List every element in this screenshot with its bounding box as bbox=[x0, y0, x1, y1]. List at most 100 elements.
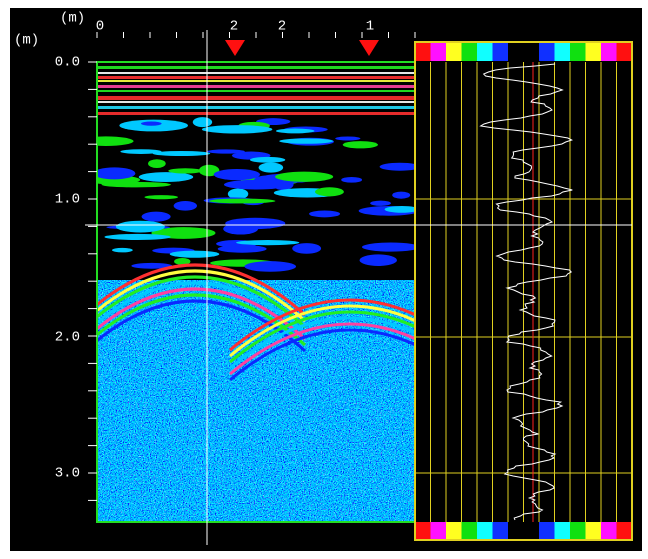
reflection-blob bbox=[115, 220, 165, 233]
reflection-blob bbox=[227, 188, 249, 200]
reflection-blob bbox=[168, 168, 203, 174]
reflection-blob bbox=[342, 141, 378, 149]
color-scale bbox=[446, 43, 462, 61]
hyperbola bbox=[229, 322, 414, 376]
depth-label: 1.0 bbox=[55, 192, 80, 208]
color-scale bbox=[461, 522, 477, 540]
reflection-blob bbox=[370, 200, 391, 206]
color-scale bbox=[461, 43, 477, 61]
color-scale bbox=[492, 522, 508, 540]
reflection-blob bbox=[217, 244, 267, 253]
hyperbola bbox=[98, 269, 307, 323]
color-scale bbox=[570, 522, 586, 540]
depth-label: 3.0 bbox=[55, 466, 80, 482]
color-scale bbox=[523, 522, 539, 540]
distance-label: 1 bbox=[366, 19, 374, 35]
color-scale bbox=[570, 43, 586, 61]
reflection-blob bbox=[174, 258, 191, 265]
reflection-blob bbox=[98, 167, 136, 180]
reflection-blob bbox=[249, 156, 286, 163]
color-scale bbox=[616, 43, 632, 61]
reflection-band bbox=[98, 96, 414, 100]
reflection-blob bbox=[279, 138, 334, 144]
reflection-blob bbox=[207, 149, 245, 154]
trace-waveform bbox=[479, 63, 573, 521]
reflection-blob bbox=[223, 179, 290, 190]
color-scale bbox=[477, 522, 493, 540]
color-scale bbox=[430, 43, 446, 61]
reflection-blob bbox=[258, 162, 284, 173]
reflection-blob bbox=[198, 164, 220, 177]
reflection-blob bbox=[275, 171, 334, 182]
color-scale bbox=[492, 43, 508, 61]
reflection-blob bbox=[359, 254, 397, 266]
marker bbox=[225, 40, 245, 56]
radargram bbox=[98, 66, 414, 521]
distance-label: 0 bbox=[96, 19, 104, 35]
trace-panel bbox=[414, 41, 633, 541]
reflection-blob bbox=[225, 217, 286, 230]
reflection-blob bbox=[208, 198, 276, 204]
depth-unit: (m) bbox=[14, 33, 39, 49]
hyperbola bbox=[98, 281, 307, 335]
color-scale bbox=[508, 43, 524, 61]
reflection-blob bbox=[173, 200, 198, 211]
color-scale bbox=[477, 43, 493, 61]
reflection-blob bbox=[192, 117, 213, 128]
hyperbola bbox=[229, 298, 414, 352]
reflection-blob bbox=[341, 176, 363, 183]
color-scale bbox=[508, 522, 524, 540]
reflection-blob bbox=[141, 121, 162, 126]
reflection-blob bbox=[98, 136, 134, 146]
reflection-blob bbox=[201, 125, 273, 134]
reflection-band bbox=[98, 80, 414, 82]
reflection-band bbox=[98, 72, 414, 74]
reflection-band bbox=[98, 90, 414, 92]
reflection-blob bbox=[148, 159, 166, 169]
reflection-band bbox=[98, 106, 414, 109]
color-scale bbox=[554, 522, 570, 540]
distance-label: 2 bbox=[278, 19, 286, 35]
color-scale bbox=[446, 522, 462, 540]
color-scale bbox=[585, 522, 601, 540]
reflection-blob bbox=[244, 261, 297, 272]
reflection-blob bbox=[131, 262, 173, 269]
reflection-blob bbox=[144, 195, 179, 200]
reflection-blob bbox=[309, 210, 341, 218]
reflection-blob bbox=[392, 191, 411, 199]
reflection-blob bbox=[213, 168, 261, 181]
hyperbola bbox=[98, 275, 307, 329]
color-scale bbox=[415, 43, 431, 61]
hyperbola bbox=[98, 263, 307, 317]
reflection-band bbox=[98, 66, 414, 69]
reflection-band bbox=[98, 85, 414, 88]
hyperbola bbox=[229, 316, 414, 370]
color-scale bbox=[539, 43, 555, 61]
reflection-blob bbox=[120, 149, 162, 154]
reflection-blob bbox=[141, 211, 171, 222]
hyperbola bbox=[229, 328, 414, 382]
reflection-band bbox=[98, 76, 414, 79]
color-scale bbox=[415, 522, 431, 540]
color-scale bbox=[616, 522, 632, 540]
reflection-blob bbox=[275, 128, 315, 134]
reflection-blob bbox=[361, 242, 414, 252]
hyperbola bbox=[229, 304, 414, 358]
distance-unit: (m) bbox=[60, 11, 85, 27]
reflection-blob bbox=[384, 206, 414, 213]
color-scale bbox=[601, 43, 617, 61]
reflection-band bbox=[98, 101, 414, 103]
depth-label: 0.0 bbox=[55, 55, 80, 71]
color-scale bbox=[523, 43, 539, 61]
hyperbola bbox=[229, 310, 414, 364]
radargram-noise bbox=[98, 280, 414, 521]
reflection-blob bbox=[292, 243, 322, 254]
reflection-blob bbox=[104, 233, 171, 241]
reflection-band bbox=[98, 112, 414, 115]
depth-label: 2.0 bbox=[55, 330, 80, 346]
trace-frame bbox=[414, 41, 633, 541]
reflection-blob bbox=[112, 247, 133, 253]
color-scale bbox=[554, 43, 570, 61]
